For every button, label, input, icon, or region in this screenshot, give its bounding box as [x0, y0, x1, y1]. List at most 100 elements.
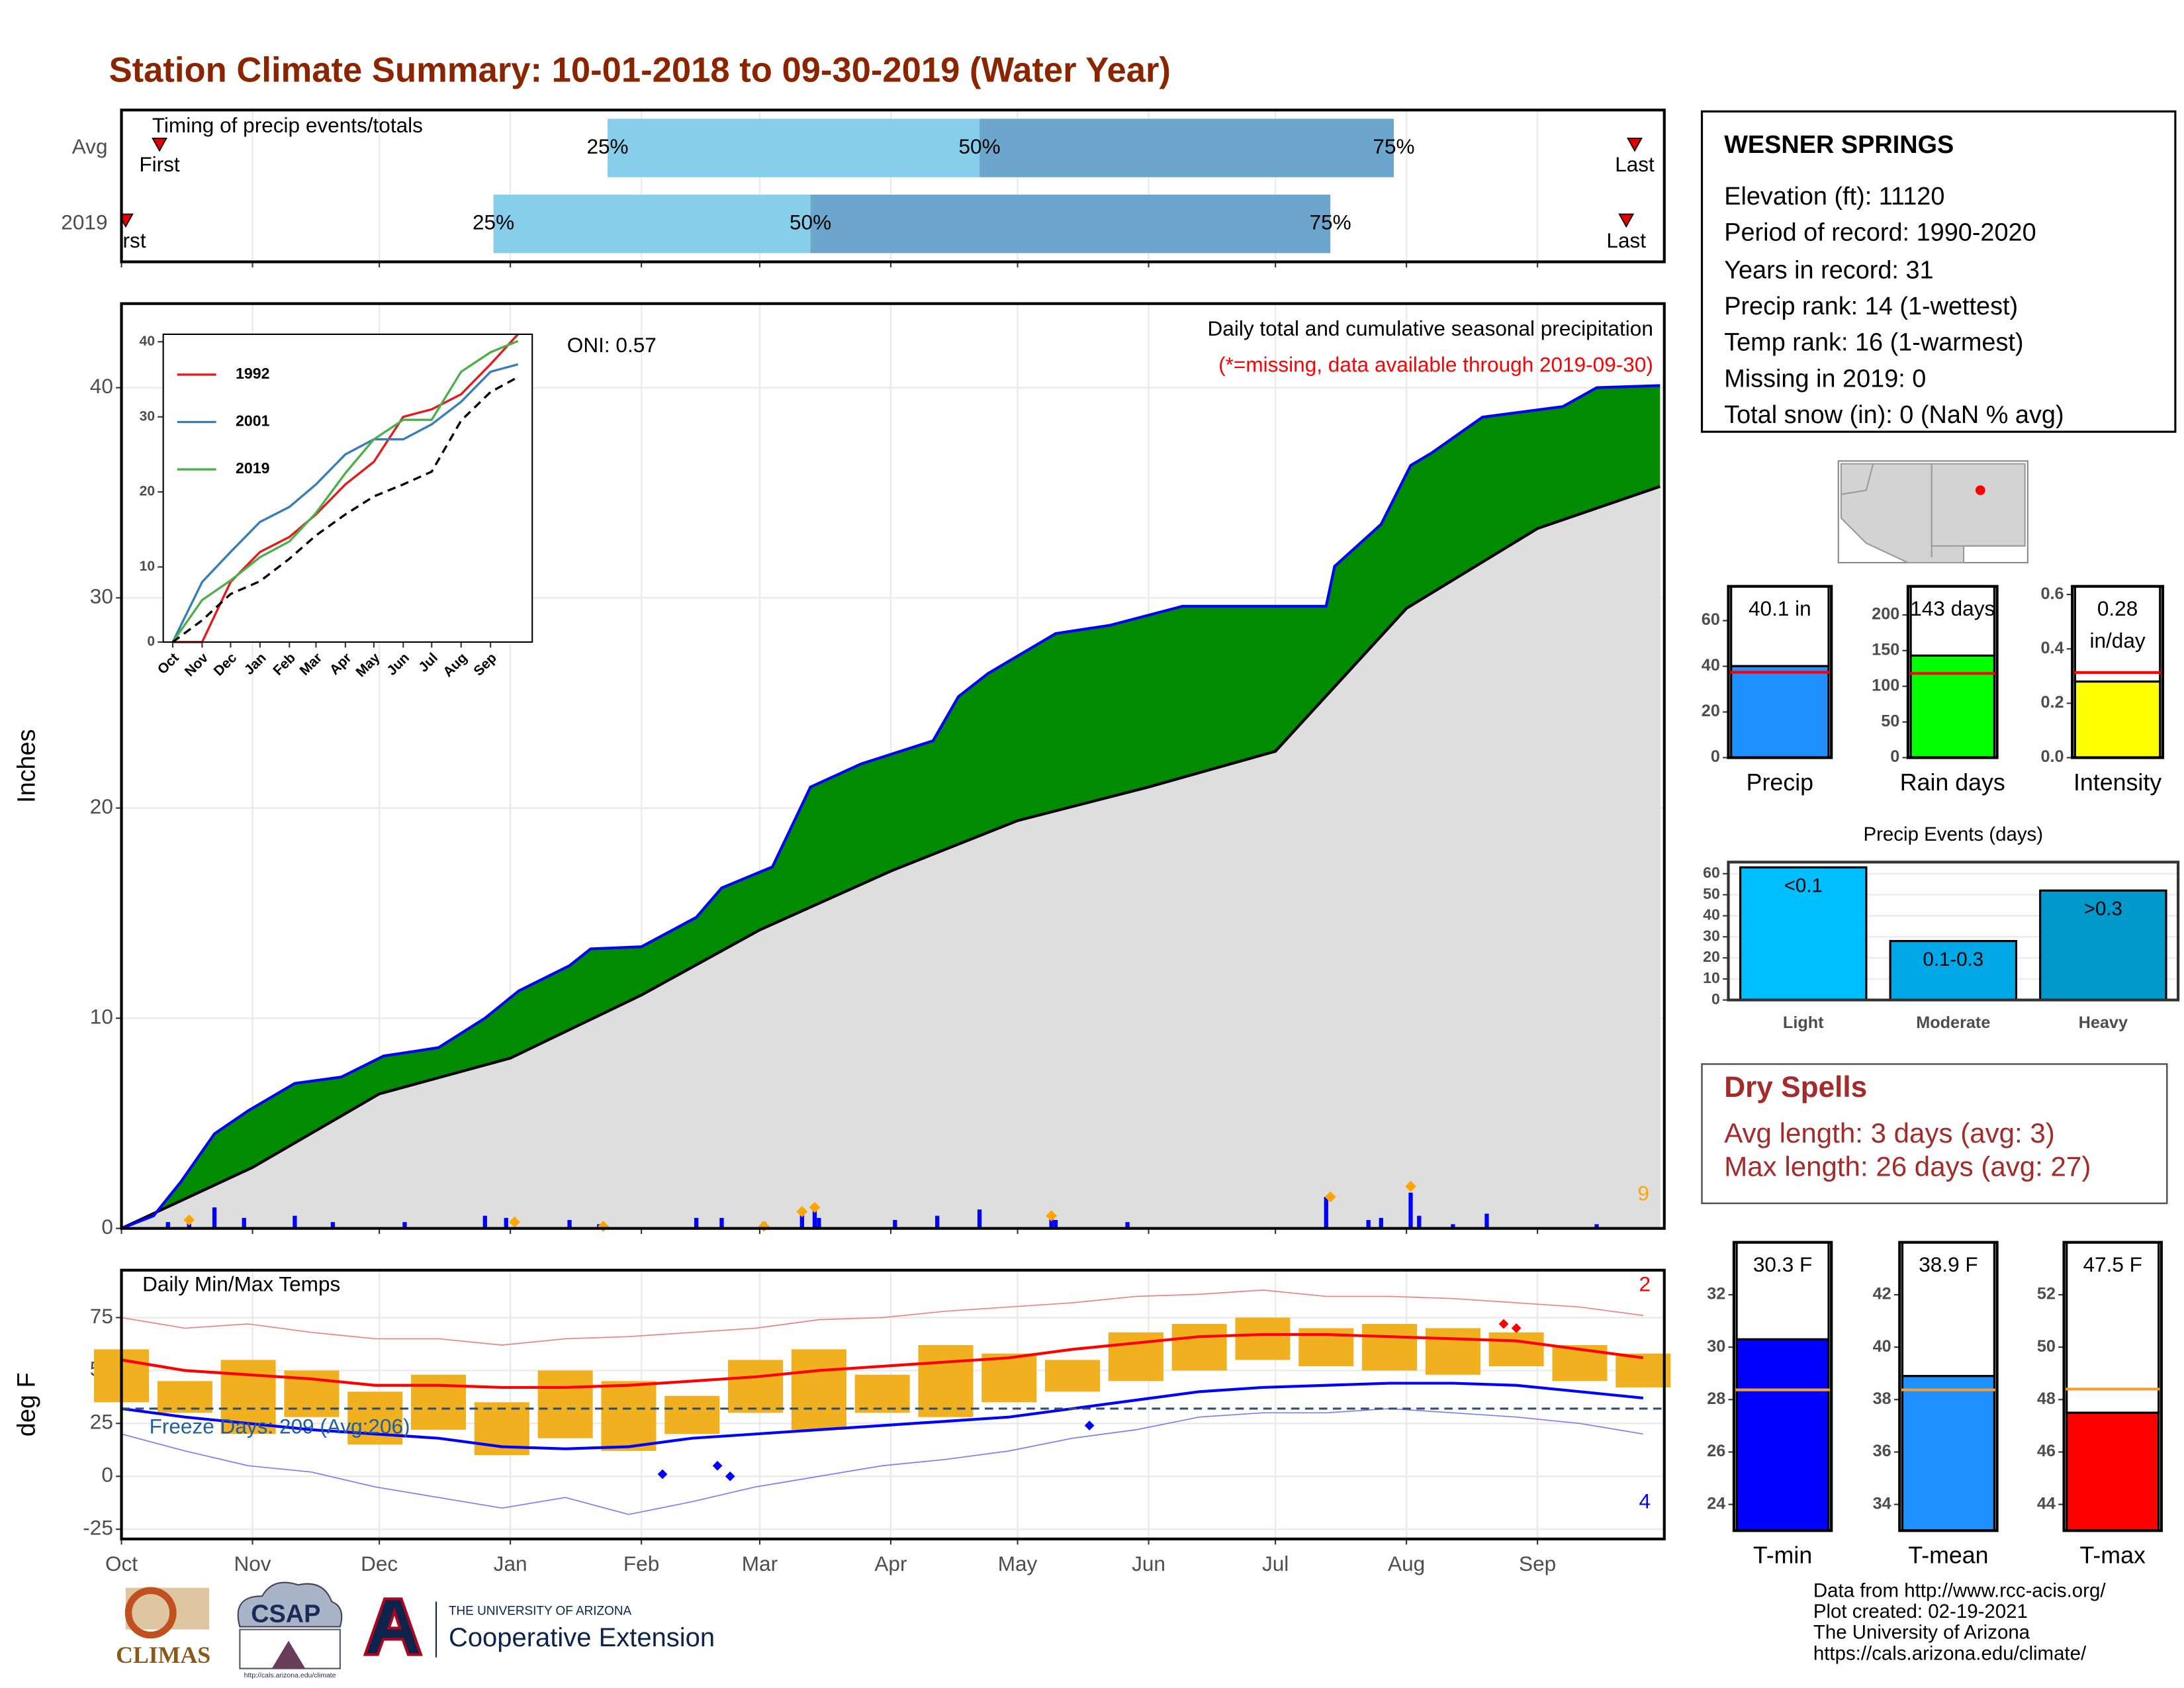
logo-text: THE UNIVERSITY OF ARIZONA: [449, 1604, 632, 1618]
y-tick-label: 30: [1703, 927, 1720, 944]
station-line: Temp rank: 16 (1-warmest): [1724, 329, 2023, 357]
y-tick-label: -25: [83, 1515, 113, 1539]
daily-bar: [935, 1215, 940, 1229]
category-label: Moderate: [1916, 1013, 1990, 1032]
bar: [1739, 866, 1868, 1002]
daily-range-bar: [1235, 1317, 1291, 1360]
year-line: [171, 376, 519, 643]
ua-logo: [363, 1597, 423, 1656]
daily-range-bar: [1488, 1332, 1544, 1366]
y-tick-label: 60: [1702, 610, 1720, 629]
category-label: Rain days: [1900, 769, 2005, 796]
value-label: 47.5 F: [2083, 1252, 2142, 1276]
record-marker: [183, 1214, 195, 1226]
plot-border: [1906, 585, 1999, 759]
y-tick-label: 28: [1707, 1389, 1725, 1408]
daily-range-bar: [1045, 1360, 1101, 1392]
record-marker: [809, 1201, 821, 1213]
credit-line: The University of Arizona: [1813, 1622, 2030, 1644]
daily-bar: [893, 1219, 897, 1229]
daily-bar: [1053, 1219, 1058, 1229]
daily-bar: [504, 1217, 508, 1229]
quartile-label: 75%: [1310, 211, 1351, 234]
plot-border: [162, 333, 533, 643]
year-line: [171, 340, 519, 643]
record-marker: [509, 1216, 520, 1228]
daily-bar: [977, 1209, 982, 1229]
year-line: [172, 333, 519, 643]
daily-bar: [1049, 1217, 1054, 1229]
value-box: [1901, 1241, 1995, 1378]
daily-bar: [1408, 1192, 1413, 1229]
y-tick-label: 10: [90, 1005, 113, 1029]
y-tick-label: 0: [1711, 990, 1720, 1008]
daily-bar: [1324, 1197, 1328, 1229]
plot-border: [120, 302, 1666, 1230]
bar: [2066, 1411, 2160, 1532]
panel-note: (*=missing, data available through 2019-…: [1218, 353, 1653, 377]
year-line: [171, 363, 519, 643]
y-tick-label: 36: [1873, 1442, 1891, 1460]
quartile-label: 25%: [586, 134, 628, 158]
station-line: Elevation (ft): 11120: [1724, 183, 1944, 211]
value-label: 0.28: [2097, 596, 2138, 620]
footer-logos: CLIMAS CSAP http://cals.arizona.edu/clim…: [116, 1581, 715, 1679]
avg-max-line: [121, 1333, 1644, 1389]
event-marker: [1627, 137, 1643, 152]
event-label: First: [139, 152, 180, 176]
cumulative-area: [121, 486, 1661, 1229]
category-label: T-min: [1753, 1542, 1812, 1569]
x-tick-label: Oct: [105, 1552, 138, 1575]
event-label: Last: [1606, 228, 1646, 252]
map-border: [1841, 463, 2025, 557]
daily-bar: [293, 1215, 297, 1229]
daily-bar: [694, 1217, 699, 1229]
y-tick-label: 38: [1873, 1389, 1891, 1408]
y-tick-label: 75: [90, 1304, 113, 1328]
bar: [1889, 940, 2018, 1002]
quartile-label: 50%: [790, 211, 831, 234]
y-tick-label: 20: [90, 794, 113, 818]
y-tick-label: 150: [1872, 640, 1899, 659]
y-tick-label: 10: [140, 559, 155, 574]
x-tick-label: Feb: [623, 1552, 659, 1575]
y-tick-label: 42: [1873, 1285, 1891, 1303]
y-tick-label: 48: [2037, 1389, 2056, 1408]
category-label: T-mean: [1908, 1542, 1988, 1569]
daily-bar: [817, 1217, 821, 1229]
quartile-bar: [608, 118, 980, 177]
legend-label: 2019: [236, 459, 269, 477]
daily-bar: [799, 1213, 804, 1229]
dry-spells-title: Dry Spells: [1724, 1071, 1867, 1103]
daily-range-bar: [1362, 1324, 1418, 1371]
daily-range-bar: [854, 1374, 910, 1413]
category-label: T-max: [2080, 1542, 2146, 1569]
plot-background: [163, 334, 533, 642]
station-line: Period of record: 1990-2020: [1724, 218, 2036, 246]
y-tick-label: 0: [1890, 747, 1899, 766]
quartile-bar: [810, 195, 1331, 254]
value-unit: in/day: [2089, 628, 2145, 652]
plot-border: [1727, 861, 2180, 1002]
y-tick-label: 0.2: [2040, 693, 2064, 712]
record-marker: [1324, 1191, 1336, 1203]
y-tick-label: 20: [1702, 702, 1720, 720]
bar: [1730, 665, 1830, 759]
y-axis-label: deg F: [13, 1372, 41, 1436]
daily-range-bar: [1425, 1328, 1480, 1375]
value-box: [1909, 585, 1995, 657]
event-label: Last: [1615, 152, 1655, 176]
record-marker: [1405, 1180, 1416, 1192]
daily-bar: [1451, 1224, 1455, 1229]
station-dot: [1975, 485, 1985, 495]
credit-line: https://cals.arizona.edu/climate/: [1813, 1642, 2087, 1664]
logo-text: CLIMAS: [116, 1642, 210, 1668]
timing-rows: 25% 50% 75% First Last 25% 50% 75% First Last: [121, 118, 1655, 254]
avg-min-line: [121, 1382, 1643, 1450]
bar: [2039, 889, 2167, 1002]
plot-border: [2062, 1241, 2163, 1532]
y-tick-label: 25: [90, 1410, 113, 1434]
plot-border: [120, 109, 1666, 263]
x-tick-label: Nov: [234, 1552, 271, 1575]
y-tick-label: 46: [2037, 1442, 2056, 1460]
